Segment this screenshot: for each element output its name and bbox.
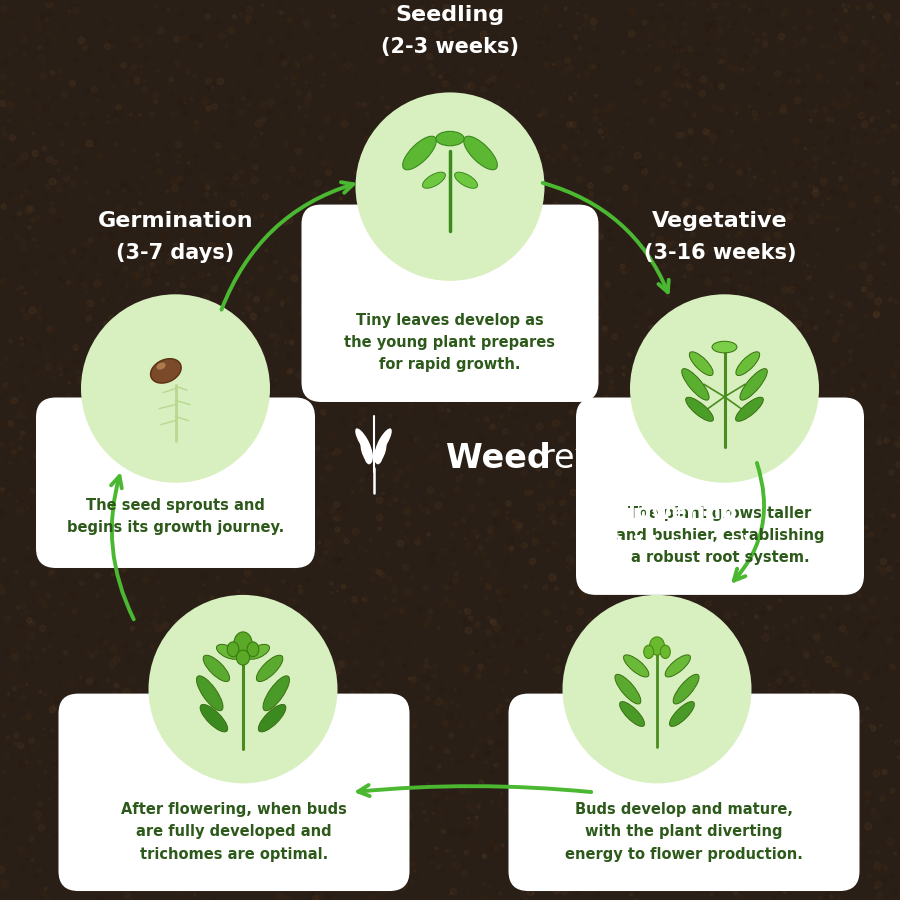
FancyBboxPatch shape [36,398,315,568]
Text: (8-11 weeks): (8-11 weeks) [598,535,752,554]
Ellipse shape [624,655,649,677]
FancyBboxPatch shape [58,694,410,891]
Ellipse shape [237,650,249,665]
Ellipse shape [670,702,695,726]
Text: Harvest: Harvest [185,503,283,523]
Ellipse shape [650,637,664,655]
Circle shape [562,595,752,783]
Circle shape [81,294,270,482]
Ellipse shape [263,676,290,711]
Ellipse shape [454,172,478,188]
FancyBboxPatch shape [302,204,598,402]
Ellipse shape [196,676,223,711]
Ellipse shape [464,136,498,170]
FancyBboxPatch shape [576,398,864,595]
Text: Germination: Germination [98,212,253,231]
Text: review: review [541,442,651,475]
Ellipse shape [615,674,641,704]
Text: (3-16 weeks): (3-16 weeks) [644,243,796,263]
Ellipse shape [200,705,228,732]
Ellipse shape [356,428,372,454]
Text: Buds develop and mature,
with the plant diverting
energy to flower production.: Buds develop and mature, with the plant … [565,802,803,861]
Ellipse shape [681,369,709,400]
Ellipse shape [360,438,371,462]
Text: Flowering: Flowering [613,503,737,523]
Ellipse shape [402,136,436,170]
Ellipse shape [644,645,653,659]
Text: The plant grows taller
and bushier, establishing
a robust root system.: The plant grows taller and bushier, esta… [616,506,824,565]
Ellipse shape [735,397,763,421]
Text: Vegetative: Vegetative [652,212,788,231]
Ellipse shape [374,446,383,464]
Ellipse shape [256,655,283,681]
Ellipse shape [712,341,737,353]
Ellipse shape [661,645,670,659]
Ellipse shape [619,702,644,726]
Ellipse shape [422,172,446,188]
Text: The seed sprouts and
begins its growth journey.: The seed sprouts and begins its growth j… [67,499,284,536]
Text: Tiny leaves develop as
the young plant prepares
for rapid growth.: Tiny leaves develop as the young plant p… [345,313,555,373]
Ellipse shape [157,363,166,370]
Ellipse shape [217,644,239,660]
Ellipse shape [689,352,713,375]
Ellipse shape [375,428,392,454]
Ellipse shape [376,438,387,462]
Ellipse shape [234,632,252,655]
Ellipse shape [436,131,464,146]
Circle shape [356,93,544,281]
Ellipse shape [736,352,760,375]
Ellipse shape [247,644,269,660]
Ellipse shape [258,705,286,732]
Ellipse shape [665,655,690,677]
Ellipse shape [364,446,373,464]
Ellipse shape [227,642,239,657]
Ellipse shape [150,359,181,383]
Text: After flowering, when buds
are fully developed and
trichomes are optimal.: After flowering, when buds are fully dev… [122,802,346,861]
Ellipse shape [740,369,768,400]
FancyBboxPatch shape [508,694,860,891]
Circle shape [630,294,819,482]
Text: (2-3 weeks): (2-3 weeks) [381,37,519,57]
Ellipse shape [673,674,699,704]
Ellipse shape [203,655,230,681]
Text: Seedling: Seedling [395,5,505,25]
Ellipse shape [686,397,714,421]
Text: (3-7 days): (3-7 days) [116,243,235,263]
Circle shape [148,595,338,783]
Text: Weed: Weed [446,442,551,475]
Ellipse shape [248,642,259,657]
